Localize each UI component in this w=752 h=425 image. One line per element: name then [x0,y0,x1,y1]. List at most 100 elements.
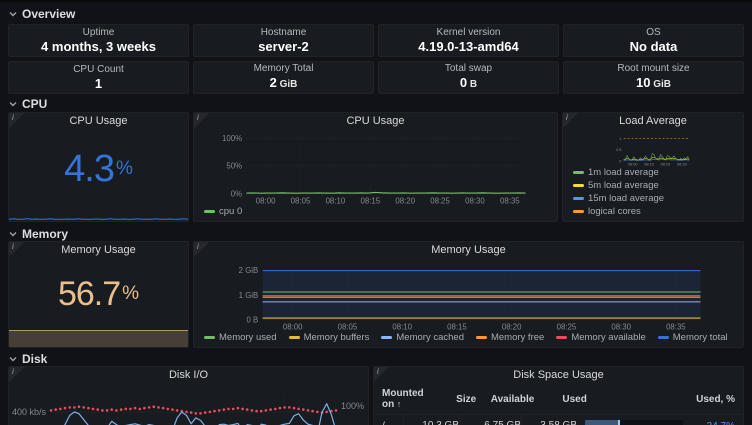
panel-title[interactable]: Disk I/O [168,369,209,381]
used-bar-cell [577,419,691,425]
stat-label: CPU Count [73,63,124,75]
legend-item-memory-buffers[interactable]: Memory buffers [288,332,369,343]
stat-panel-kernel-version: Kernel version 4.19.0-13-amd64 [378,24,559,57]
panel-title[interactable]: Load Average [619,115,687,127]
panel-memory-usage-stat: i Memory Usage 56.7 % [8,241,189,348]
cell-size: 10.3 GB [403,415,459,425]
col-header-available[interactable]: Available [490,393,535,405]
panel-info-icon[interactable]: i [194,242,209,257]
stat-panel-total-swap: Total swap 0 B [378,61,559,94]
legend-item-memory-available[interactable]: Memory available [556,332,646,343]
panel-info-icon[interactable]: i [9,242,24,257]
chevron-down-icon [9,232,17,237]
section-header-overview[interactable]: Overview [8,7,75,21]
stat-label: Uptime [82,26,115,38]
section-title: Disk [22,352,48,366]
usage-bar [585,419,683,425]
legend-swatch [573,197,584,200]
svg-text:08:15: 08:15 [360,196,380,205]
panel-title[interactable]: CPU Usage [69,115,128,127]
sort-ascending-icon: ↑ [394,399,402,409]
svg-text:08:30: 08:30 [465,196,485,205]
panel-title[interactable]: Disk Space Usage [513,369,604,381]
legend-label: 1m load average [588,167,659,178]
legend-swatch [657,336,669,339]
legend-item-1m-load-average[interactable]: 1m load average [573,167,659,178]
cpu-usage-chart[interactable]: 08:00 08:05 08:10 08:15 08:20 08:25 08:30 08:35… [194,129,557,206]
svg-text:08:10: 08:10 [644,162,654,167]
section-title: CPU [22,97,48,111]
stat-unit: % [122,283,140,304]
disk-table-head: Mounted on ↑ Size Available Used Used, % [374,383,743,414]
col-header-mounted-on[interactable]: Mounted on ↑ [382,388,424,410]
panel-info-icon[interactable]: i [563,113,578,128]
legend-item-logical-cores[interactable]: logical cores [573,206,641,217]
legend-item-5m-load-average[interactable]: 5m load average [573,180,659,191]
svg-text:100%: 100% [222,134,242,143]
panel-cpu-usage-chart: i CPU Usage 08:00 08:05 08:10 08:15 08:20 08:… [193,112,558,222]
stat-value: 2 GiB [269,74,298,90]
stat-unit: % [115,158,133,179]
panel-info-icon[interactable]: i [9,367,24,382]
svg-text:2 GiB: 2 GiB [239,266,259,275]
legend-label: Memory available [571,332,646,343]
section-title: Overview [22,7,76,21]
legend-item-memory-free[interactable]: Memory free [475,332,544,343]
section-header-disk[interactable]: Disk [8,352,47,366]
section-header-cpu[interactable]: CPU [8,97,47,111]
panel-info-icon[interactable]: i [374,367,389,382]
table-row[interactable]: /10.3 GB6.75 GB3.58 GB 34.7% [374,414,743,425]
cell-used-percent: 34.7% [691,421,735,425]
legend-swatch [573,210,584,213]
section-header-memory[interactable]: Memory [8,227,68,241]
stat-label: Kernel version [436,26,501,38]
load-average-chart[interactable]: 08:00 08:10 08:20 08:30 0 0.5 1 [563,129,743,167]
col-header-size[interactable]: Size [456,393,477,405]
legend-swatch [204,210,215,213]
legend-item-memory-used[interactable]: Memory used [204,332,277,343]
cpu-usage-legend: cpu 0 [194,206,557,221]
col-header-used-percent[interactable]: Used, % [696,393,735,405]
panel-disk-space-usage: i Disk Space Usage Mounted on ↑ Size Avail… [373,366,744,425]
stat-panel-cpu-count: CPU Count 1 [8,61,189,94]
svg-text:1: 1 [619,136,621,141]
legend-swatch [573,171,584,174]
chevron-down-icon [9,12,17,17]
cpu-usage-value: 4.3 % [9,129,188,209]
stat-value: 4 months, 3 weeks [41,38,156,54]
legend-item-15m-load-average[interactable]: 15m load average [573,193,664,204]
memory-usage-chart[interactable]: 08:00 08:05 08:10 08:15 08:20 08:25 08:30 08:35… [194,258,743,332]
svg-text:08:10: 08:10 [326,196,346,205]
legend-label: 15m load average [588,193,665,204]
panel-title[interactable]: Memory Usage [431,244,506,256]
stat-value: 10 GiB [635,74,672,90]
legend-item-memory-cached[interactable]: Memory cached [381,332,464,343]
chevron-down-icon [9,102,17,107]
stat-value: server-2 [258,38,309,54]
panel-info-icon[interactable]: i [194,113,209,128]
svg-text:0: 0 [619,159,621,164]
legend-swatch [381,336,393,339]
stat-value: No data [629,38,678,54]
panel-title[interactable]: CPU Usage [346,115,405,127]
stat-label: OS [646,26,661,38]
stat-value: 4.19.0-13-amd64 [418,38,519,54]
legend-label: Memory cached [396,332,464,343]
stat-label: Hostname [260,26,307,38]
panel-title[interactable]: Memory Usage [61,244,136,256]
panel-memory-usage-chart: i Memory Usage 08:00 08:05 08:10 08:15 08:20… [193,241,744,348]
stat-label: Memory Total [253,62,314,74]
stat-panel-uptime: Uptime 4 months, 3 weeks [8,24,189,57]
svg-text:0 B: 0 B [247,315,259,324]
chevron-down-icon [9,357,17,362]
legend-item-cpu-0[interactable]: cpu 0 [204,206,242,217]
panel-info-icon[interactable]: i [9,113,24,128]
svg-text:08:15: 08:15 [447,322,467,331]
legend-item-memory-total[interactable]: Memory total [657,332,728,343]
svg-text:400 kb/s: 400 kb/s [12,407,47,417]
panel-cpu-usage-stat: i CPU Usage 4.3 % [8,112,189,222]
col-header-used[interactable]: Used [562,393,587,405]
cell-used: 3.58 GB [521,415,577,425]
